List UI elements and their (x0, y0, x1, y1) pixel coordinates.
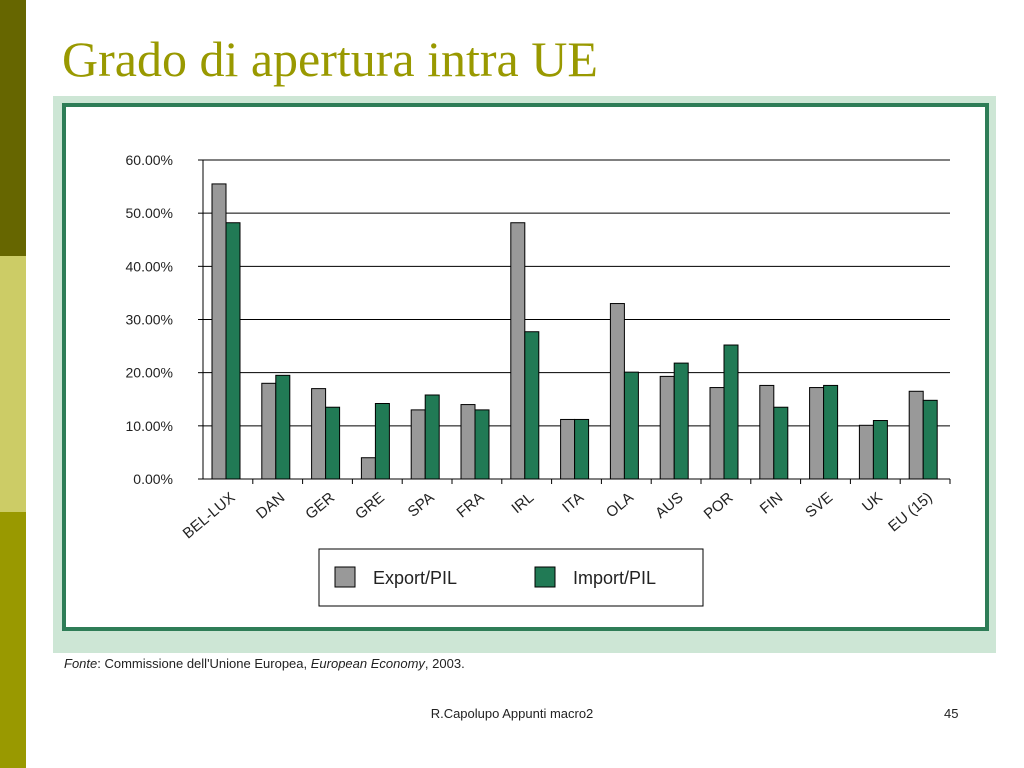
bar-import (872, 420, 888, 480)
y-tick-label: 40.00% (126, 258, 173, 274)
y-tick-label: 10.00% (126, 418, 173, 434)
x-tick-label: FIN (757, 489, 786, 518)
x-tick-label: IRL (508, 489, 537, 517)
y-tick-label: 20.00% (126, 365, 173, 381)
slide-footer: R.Capolupo Appunti macro2 (430, 706, 594, 721)
bar-import (574, 418, 590, 480)
bar-export (560, 418, 576, 480)
page-number: 45 (944, 706, 959, 721)
x-tick-label: UK (859, 489, 886, 515)
bar-export (908, 390, 924, 480)
y-tick-label: 0.00% (133, 471, 173, 487)
bar-export (311, 388, 327, 480)
source-text-1: : Commissione dell'Unione Europea, (97, 656, 311, 671)
chart-frame: 0.00% 10.00% 20.00% 30.00% 40.00% 50.00% 60.00… (62, 103, 989, 631)
source-note: Fonte: Commissione dell'Unione Europea, … (64, 656, 465, 671)
y-tick-label: 60.00% (126, 152, 173, 168)
x-tick-label: GER (302, 489, 338, 523)
sidebar-band-top (0, 0, 26, 256)
legend-box (318, 548, 704, 607)
bar-import (325, 406, 341, 480)
bar-export (759, 384, 775, 480)
x-tick-label: DAN (253, 489, 288, 522)
bar-import (275, 374, 291, 480)
x-tick-label: GRE (352, 489, 388, 523)
x-tick-label: EU (15) (885, 489, 936, 535)
source-text-2: , 2003. (424, 656, 465, 671)
legend-swatch-export (334, 566, 356, 588)
bar-import (225, 222, 241, 480)
legend-swatch-import (534, 566, 556, 588)
bar-export (261, 382, 277, 480)
source-label: Fonte (64, 656, 98, 671)
y-tick-label: 50.00% (126, 205, 173, 221)
legend-label-import: Import/PIL (573, 568, 656, 588)
x-tick-label: SVE (802, 489, 836, 521)
bar-export (410, 409, 426, 480)
source-publication: European Economy (310, 656, 425, 671)
sidebar-band-middle (0, 256, 26, 512)
x-tick-label: OLA (603, 489, 637, 521)
bar-export (809, 387, 825, 480)
bar-export (858, 424, 874, 480)
sidebar-band-bottom (0, 512, 26, 768)
bar-export (659, 375, 675, 480)
bar-export (609, 303, 625, 480)
legend-label-export: Export/PIL (373, 568, 457, 588)
x-tick-label: ITA (559, 489, 587, 516)
chart-panel: 0.00% 10.00% 20.00% 30.00% 40.00% 50.00% 60.00… (53, 96, 996, 653)
x-tick-label: SPA (405, 489, 438, 521)
bar-import (673, 362, 689, 480)
sidebar-decoration (0, 0, 26, 768)
bar-export (460, 404, 476, 480)
bar-import (723, 344, 739, 480)
bar-export (709, 387, 725, 480)
bar-import (424, 394, 440, 480)
x-tick-label: FRA (454, 489, 488, 521)
bar-chart: 0.00% 10.00% 20.00% 30.00% 40.00% 50.00% 60.00… (126, 152, 951, 607)
x-tick-label: AUS (652, 489, 687, 522)
bar-import (374, 403, 390, 480)
bar-import (623, 371, 639, 480)
x-tick-label: POR (701, 489, 737, 523)
y-tick-label: 30.00% (126, 312, 173, 328)
bar-import (823, 384, 839, 480)
bar-export (211, 183, 227, 480)
bar-export (360, 457, 376, 480)
bar-import (474, 409, 490, 480)
slide-title: Grado di apertura intra UE (62, 31, 598, 87)
bar-import (922, 399, 938, 480)
bar-import (773, 406, 789, 480)
bar-import (524, 331, 540, 480)
bar-export (510, 222, 526, 480)
x-tick-label: BEL-LUX (180, 489, 239, 542)
